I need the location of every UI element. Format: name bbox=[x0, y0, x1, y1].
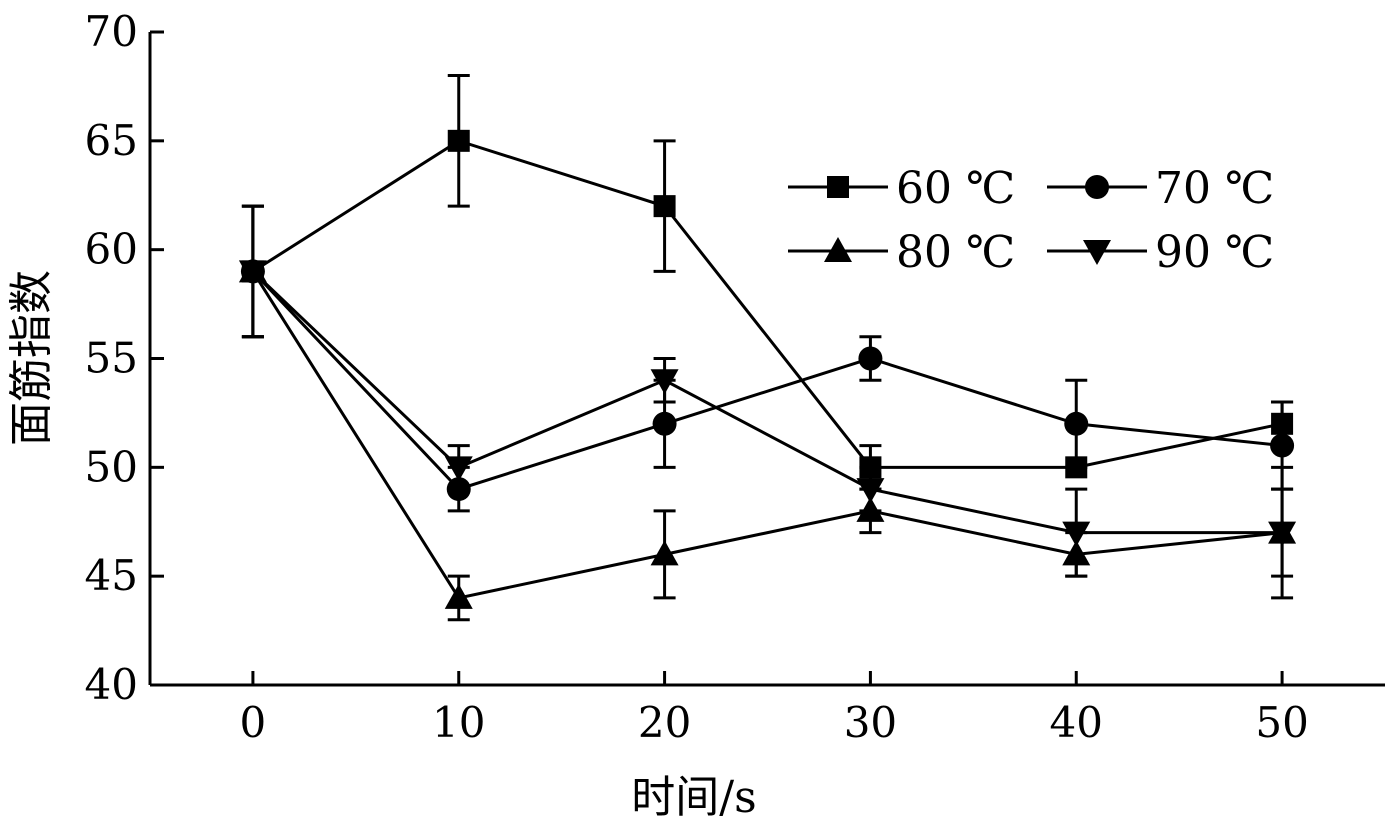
error-bars bbox=[241, 74, 1294, 622]
data-point bbox=[859, 456, 882, 479]
y-ticks: 40 45 50 55 60 65 70 bbox=[85, 7, 164, 709]
legend-entry: 80 ℃ bbox=[788, 227, 1015, 278]
data-point bbox=[447, 129, 470, 152]
data-point bbox=[1268, 521, 1297, 547]
legend-marker bbox=[827, 176, 849, 198]
data-point bbox=[1062, 540, 1091, 566]
data-point bbox=[444, 583, 473, 609]
data-point bbox=[1065, 456, 1088, 479]
legend-marker bbox=[1083, 240, 1111, 265]
y-tick-label: 50 bbox=[85, 442, 138, 491]
legend-label: 80 ℃ bbox=[896, 227, 1015, 278]
series-line bbox=[251, 270, 1283, 600]
legend: 60 ℃ 70 ℃ 80 ℃ 90 ℃ bbox=[788, 163, 1274, 278]
y-axis-title: 面筋指数 bbox=[6, 270, 57, 446]
legend-entry: 60 ℃ bbox=[788, 163, 1015, 214]
legend-marker bbox=[1085, 175, 1109, 199]
markers bbox=[238, 129, 1297, 609]
data-point bbox=[650, 540, 679, 566]
x-tick-label: 0 bbox=[240, 698, 267, 747]
x-tick-label: 20 bbox=[638, 698, 691, 747]
data-point bbox=[1271, 412, 1294, 435]
legend-entry: 70 ℃ bbox=[1047, 163, 1274, 214]
legend-marker bbox=[824, 237, 852, 262]
series-line bbox=[251, 270, 1283, 535]
x-ticks: 0 10 20 30 40 50 bbox=[240, 671, 1309, 747]
data-point bbox=[858, 346, 883, 371]
data-point bbox=[1064, 411, 1089, 436]
legend-label: 70 ℃ bbox=[1155, 163, 1274, 214]
plot-area bbox=[238, 74, 1297, 622]
y-tick-label: 45 bbox=[85, 551, 138, 600]
x-tick-label: 30 bbox=[844, 698, 897, 747]
data-point bbox=[1270, 433, 1295, 458]
data-point bbox=[653, 195, 676, 218]
data-point bbox=[238, 260, 267, 286]
data-point bbox=[856, 478, 885, 504]
legend-label: 90 ℃ bbox=[1155, 227, 1274, 278]
x-tick-label: 40 bbox=[1050, 698, 1103, 747]
data-point bbox=[650, 369, 679, 395]
data-point bbox=[856, 496, 885, 522]
x-axis-title: 时间/s bbox=[631, 772, 756, 823]
series-lines bbox=[251, 139, 1283, 600]
data-point bbox=[1062, 521, 1091, 547]
series-line bbox=[251, 270, 1283, 491]
y-tick-label: 55 bbox=[85, 334, 138, 383]
y-tick-label: 65 bbox=[85, 116, 138, 165]
y-tick-label: 60 bbox=[85, 225, 138, 274]
x-tick-label: 10 bbox=[432, 698, 485, 747]
legend-label: 60 ℃ bbox=[896, 163, 1015, 214]
data-point bbox=[444, 456, 473, 482]
y-tick-label: 40 bbox=[85, 660, 138, 709]
legend-entry: 90 ℃ bbox=[1047, 227, 1274, 278]
data-point bbox=[446, 477, 471, 502]
x-tick-label: 50 bbox=[1255, 698, 1308, 747]
axes: 40 45 50 55 60 65 70 0 10 20 30 40 50 bbox=[85, 7, 1385, 747]
series-line bbox=[252, 139, 1283, 469]
data-point bbox=[652, 411, 677, 436]
y-tick-label: 70 bbox=[85, 7, 138, 56]
